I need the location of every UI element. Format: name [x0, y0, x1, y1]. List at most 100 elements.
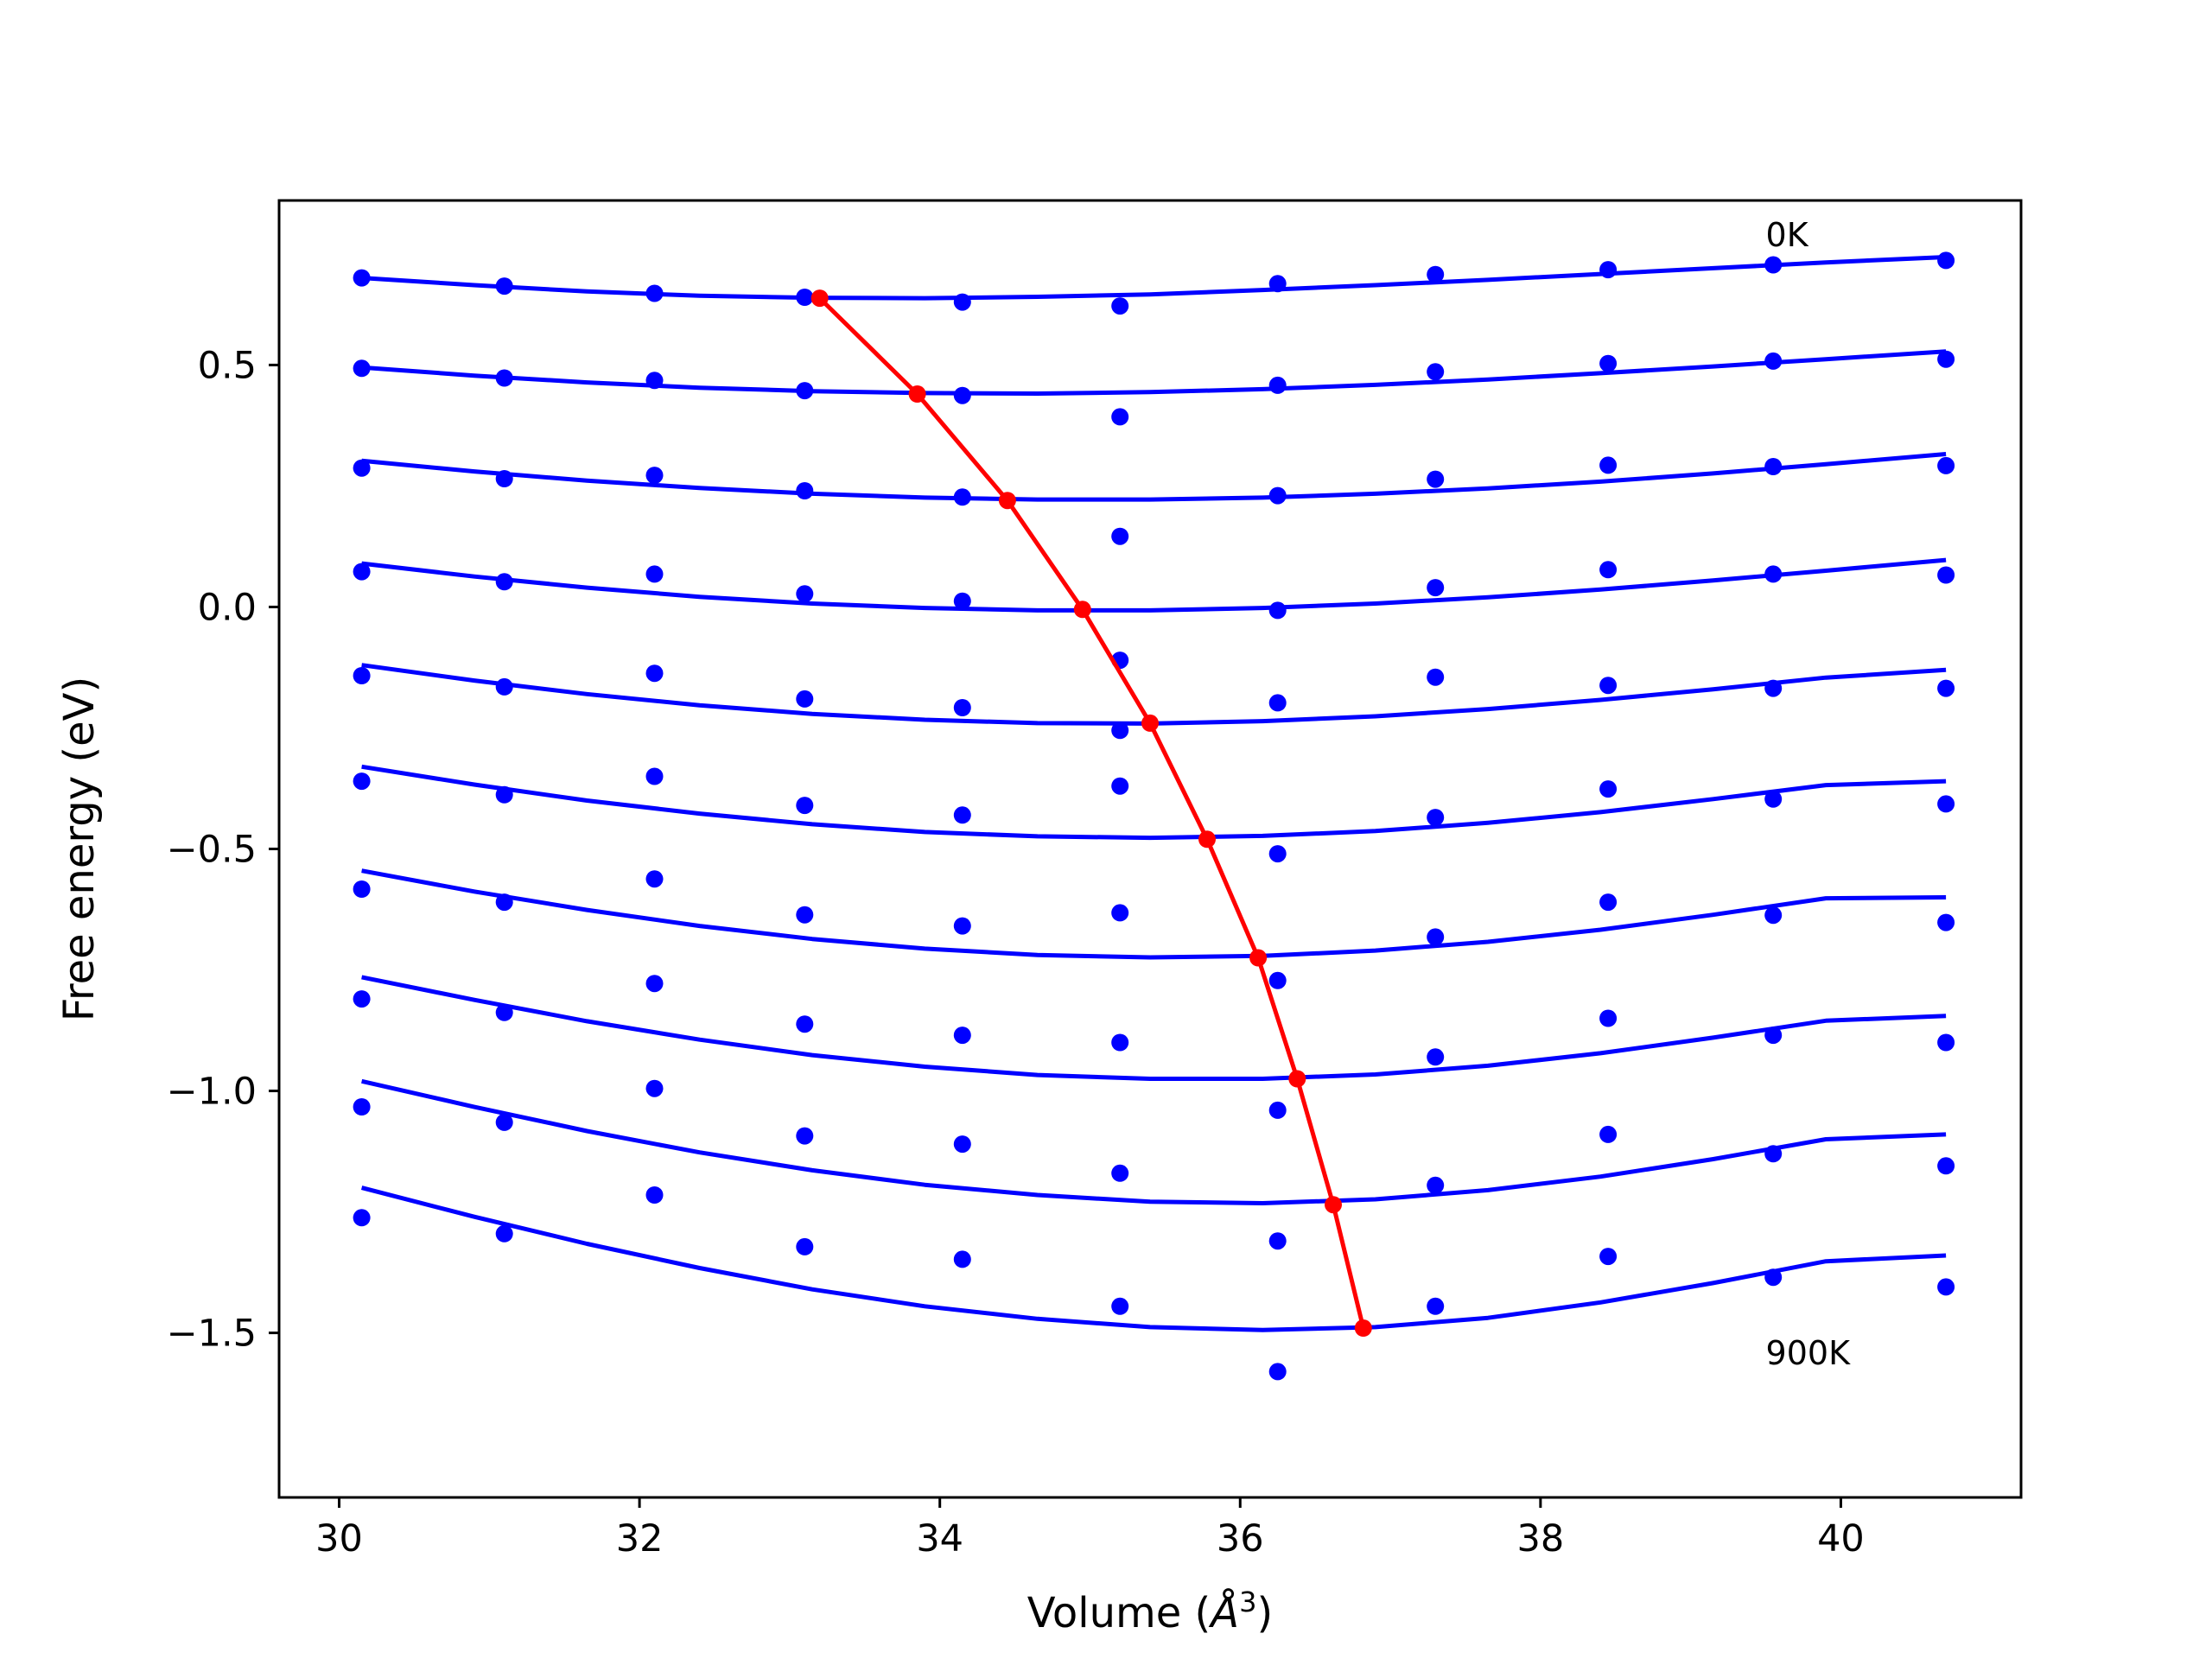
data-point-2-7 [1427, 470, 1445, 488]
data-point-9-3 [796, 1237, 814, 1255]
data-point-9-4 [953, 1250, 971, 1268]
data-point-0-7 [1427, 265, 1445, 283]
data-point-8-1 [495, 1113, 513, 1131]
data-point-1-2 [645, 372, 664, 390]
data-point-9-1 [495, 1224, 513, 1243]
data-point-6-5 [1111, 904, 1129, 922]
data-point-5-1 [495, 785, 513, 804]
data-point-0-5 [1111, 297, 1129, 315]
data-point-9-5 [1111, 1297, 1129, 1315]
data-point-0-6 [1268, 275, 1287, 293]
data-point-8-9 [1764, 1145, 1783, 1163]
data-point-4-10 [1937, 679, 1955, 697]
data-point-6-8 [1599, 893, 1618, 912]
data-point-6-4 [953, 917, 971, 935]
data-point-0-8 [1599, 261, 1618, 279]
data-point-2-3 [796, 482, 814, 499]
data-point-2-2 [645, 467, 664, 485]
data-point-2-1 [495, 470, 513, 487]
axes-frame [277, 199, 2023, 1499]
x-tick-label-5: 40 [1817, 1517, 1865, 1560]
y-tick-label-1: 0.0 [198, 586, 257, 629]
data-point-2-6 [1268, 486, 1287, 505]
fit-curve-6 [361, 868, 1947, 960]
data-point-2-4 [953, 488, 971, 506]
data-point-8-4 [953, 1135, 971, 1154]
data-point-1-3 [796, 382, 814, 400]
minimum-point-9 [1354, 1319, 1372, 1337]
data-point-9-0 [353, 1209, 371, 1227]
data-point-8-5 [1111, 1164, 1129, 1182]
data-point-7-6 [1268, 1101, 1287, 1119]
minimum-point-3 [1073, 601, 1091, 619]
y-tick-label-3: −1.0 [167, 1071, 257, 1114]
data-point-4-9 [1764, 679, 1783, 697]
data-point-3-3 [796, 585, 814, 603]
data-point-8-10 [1937, 1157, 1955, 1175]
y-tick-label-2: −0.5 [167, 829, 257, 872]
x-tick-label-2: 34 [916, 1517, 963, 1560]
data-point-9-9 [1764, 1268, 1783, 1287]
data-point-1-6 [1268, 376, 1287, 394]
data-point-8-8 [1599, 1125, 1618, 1143]
data-point-0-1 [495, 277, 513, 296]
x-axis-label-prefix: Volume ( [1027, 1589, 1211, 1637]
data-point-3-8 [1599, 561, 1618, 579]
minimum-point-7 [1288, 1070, 1306, 1088]
data-point-1-5 [1111, 408, 1129, 426]
data-point-7-4 [953, 1027, 971, 1045]
data-point-9-6 [1268, 1363, 1287, 1381]
data-point-3-4 [953, 592, 971, 610]
data-point-9-10 [1937, 1278, 1955, 1296]
fit-curve-1 [361, 349, 1947, 396]
x-tick-label-3: 36 [1217, 1517, 1264, 1560]
data-point-1-1 [495, 369, 513, 387]
data-point-8-3 [796, 1127, 814, 1145]
data-point-7-5 [1111, 1033, 1129, 1052]
data-point-7-0 [353, 990, 371, 1008]
data-point-9-7 [1427, 1297, 1445, 1315]
data-point-0-0 [353, 269, 371, 287]
axis-ticks: 30 32 34 36 38 40 0.5 0.0 −0.5 −1.0 −1.5 [167, 344, 1865, 1560]
minimum-curve [817, 296, 1366, 1329]
data-point-9-8 [1599, 1248, 1618, 1266]
data-point-6-6 [1268, 971, 1287, 989]
data-point-4-7 [1427, 668, 1445, 686]
data-point-4-6 [1268, 694, 1287, 712]
data-point-0-2 [645, 284, 664, 302]
fit-curve-0 [361, 255, 1947, 301]
data-point-7-2 [645, 975, 664, 993]
data-point-5-4 [953, 806, 971, 824]
data-point-3-10 [1937, 566, 1955, 584]
x-axis-label: Volume (Å3) [1027, 1586, 1273, 1637]
data-point-1-9 [1764, 352, 1783, 370]
minimum-point-4 [1141, 714, 1159, 732]
data-point-4-2 [645, 664, 664, 683]
data-point-4-8 [1599, 677, 1618, 695]
data-point-7-8 [1599, 1009, 1618, 1027]
data-point-4-0 [353, 667, 371, 684]
x-tick-label-4: 38 [1517, 1517, 1565, 1560]
minimum-line [810, 289, 1372, 1337]
data-point-1-4 [953, 386, 971, 404]
data-point-2-9 [1764, 458, 1783, 475]
data-point-4-1 [495, 677, 513, 696]
data-point-3-9 [1764, 565, 1783, 583]
data-point-5-5 [1111, 777, 1129, 795]
data-point-3-0 [353, 563, 371, 581]
data-point-6-7 [1427, 928, 1445, 946]
data-point-1-8 [1599, 354, 1618, 372]
fit-curve-9 [360, 1185, 1947, 1332]
y-tick-label-4: −1.5 [167, 1313, 257, 1356]
fit-curve-4 [361, 663, 1947, 726]
data-point-2-10 [1937, 456, 1955, 474]
data-point-6-9 [1764, 906, 1783, 925]
fit-curve-3 [361, 557, 1947, 613]
x-axis-label-exponent: 3 [1239, 1586, 1256, 1618]
data-point-7-9 [1764, 1027, 1783, 1045]
data-point-5-0 [353, 772, 371, 791]
data-point-1-0 [353, 359, 371, 378]
data-point-0-9 [1764, 256, 1783, 274]
x-tick-label-0: 30 [315, 1517, 363, 1560]
